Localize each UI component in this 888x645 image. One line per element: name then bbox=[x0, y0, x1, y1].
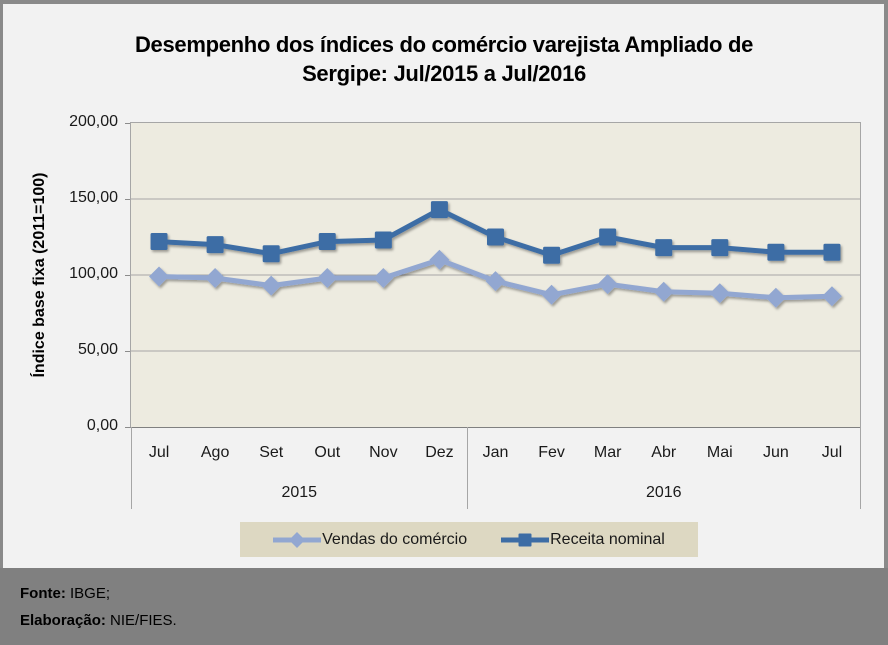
square-marker bbox=[206, 236, 224, 254]
square-marker bbox=[711, 239, 729, 257]
y-tick-mark bbox=[125, 427, 131, 428]
diamond-marker bbox=[317, 268, 338, 289]
x-axis-month-labels: Jul Ago Set Out Nov Dez Jan Fev Mar Abr Mai Jun Jul bbox=[131, 433, 860, 473]
month-label: Jul bbox=[821, 444, 843, 461]
square-marker bbox=[543, 246, 561, 264]
legend-marker-sample bbox=[501, 533, 550, 546]
footer-elaboration-value: NIE/FIES. bbox=[110, 612, 177, 629]
legend-label: Receita nominal bbox=[550, 530, 665, 548]
year-label: 2016 bbox=[645, 484, 682, 501]
month-label: Fev bbox=[538, 444, 565, 461]
y-axis-tick-marks bbox=[125, 123, 131, 428]
square-marker bbox=[518, 533, 532, 546]
y-tick-mark bbox=[125, 199, 131, 200]
axis-separator bbox=[860, 427, 861, 509]
footer-elaboration-line: Elaboração: NIE/FIES. bbox=[20, 607, 888, 634]
y-tick-mark bbox=[125, 123, 131, 124]
diamond-marker bbox=[653, 281, 674, 302]
square-marker bbox=[655, 239, 673, 257]
footer-elaboration-label: Elaboração: bbox=[20, 612, 106, 629]
diamond-marker bbox=[149, 266, 170, 287]
chart-title-line1: Desempenho dos índices do comércio varej… bbox=[134, 32, 754, 57]
y-tick-label: 150,00 bbox=[69, 189, 118, 207]
month-label: Jan bbox=[482, 444, 509, 461]
legend-item: Vendas do comércio bbox=[273, 531, 467, 549]
square-marker bbox=[823, 243, 841, 261]
square-marker bbox=[150, 233, 168, 251]
month-label: Abr bbox=[651, 444, 677, 461]
diamond-marker bbox=[205, 268, 226, 289]
month-label: Jun bbox=[763, 444, 789, 461]
footer-source-line: Fonte: IBGE; bbox=[20, 580, 888, 607]
series-receita bbox=[150, 201, 841, 264]
square-marker bbox=[487, 228, 504, 246]
diamond-marker bbox=[709, 283, 730, 304]
square-marker bbox=[767, 243, 785, 261]
y-tick-label: 100,00 bbox=[69, 265, 118, 283]
legend-label: Vendas do comércio bbox=[322, 530, 468, 548]
axis-separator bbox=[467, 427, 469, 509]
x-axis-year-labels: 2015 2016 bbox=[131, 477, 860, 509]
month-label: Ago bbox=[200, 444, 230, 461]
diamond-marker bbox=[485, 271, 506, 292]
month-label: Jul bbox=[148, 444, 170, 461]
axis-separator bbox=[131, 427, 132, 509]
y-tick-mark bbox=[125, 275, 131, 276]
footer-source-label: Fonte: bbox=[20, 585, 66, 602]
square-marker bbox=[430, 201, 448, 219]
y-tick-mark bbox=[125, 351, 131, 352]
year-label: 2015 bbox=[281, 484, 318, 501]
y-tick-label: 50,00 bbox=[77, 341, 118, 359]
square-marker bbox=[318, 233, 336, 251]
month-label: Dez bbox=[425, 444, 454, 461]
y-tick-label: 0,00 bbox=[86, 417, 118, 435]
legend-item: Receita nominal bbox=[501, 531, 665, 549]
diamond-marker bbox=[597, 274, 618, 295]
square-marker bbox=[262, 245, 280, 263]
diamond-marker bbox=[373, 268, 394, 289]
diamond-marker bbox=[429, 249, 450, 270]
diamond-marker bbox=[821, 286, 842, 307]
diamond-marker bbox=[541, 284, 562, 305]
square-marker bbox=[374, 231, 392, 249]
series-vendas bbox=[149, 249, 842, 308]
chart-legend: Vendas do comércio Receita nominal bbox=[240, 522, 698, 557]
chart-plot-svg bbox=[131, 198, 860, 352]
chart-title: Desempenho dos índices do comércio varej… bbox=[0, 30, 888, 88]
diamond-marker bbox=[289, 531, 306, 548]
footer-source-value: IBGE; bbox=[70, 585, 111, 602]
footer-bar: Fonte: IBGE; Elaboração: NIE/FIES. bbox=[0, 568, 888, 645]
month-label: Set bbox=[259, 444, 284, 461]
plot-area bbox=[130, 122, 861, 428]
y-axis-tick-labels: 200,00 150,00 100,00 50,00 0,00 bbox=[0, 113, 118, 434]
square-marker bbox=[599, 228, 617, 246]
month-label: Out bbox=[314, 444, 341, 461]
month-label: Mai bbox=[706, 444, 733, 461]
month-label: Nov bbox=[369, 444, 398, 461]
legend-marker-sample bbox=[273, 531, 322, 548]
y-tick-label: 200,00 bbox=[69, 113, 118, 131]
diamond-marker bbox=[261, 275, 282, 296]
diamond-marker bbox=[765, 287, 786, 308]
month-label: Mar bbox=[593, 444, 622, 461]
chart-title-line2: Sergipe: Jul/2015 a Jul/2016 bbox=[302, 61, 586, 86]
